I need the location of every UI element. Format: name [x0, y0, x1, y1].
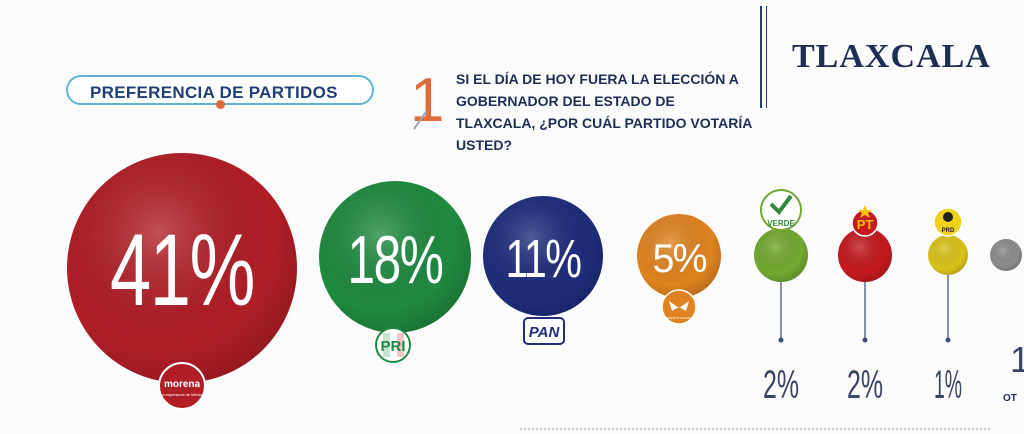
bubble-shade-pt [838, 228, 892, 282]
logo-text-pri: PRI [380, 338, 405, 355]
sun-icon [943, 212, 953, 222]
check-icon [769, 194, 793, 216]
value-label-verde: 2% [763, 363, 799, 407]
pri-logo-icon [375, 327, 411, 363]
value-label-prd: 1% [934, 363, 962, 407]
section-label: PREFERENCIA DE PARTIDOS [90, 83, 338, 102]
bubble-shade-movimiento-ciudadano [637, 214, 721, 298]
logo-text-verde: VERDE [767, 219, 795, 228]
bubble-shade-morena [67, 153, 297, 383]
logo-text-otros: OT [1003, 393, 1017, 404]
pri-logo-red-band [397, 333, 404, 357]
footer-dotted-rule [520, 428, 990, 432]
value-label-pt: 2% [847, 363, 883, 407]
morena-logo-icon [158, 362, 206, 410]
header-divider [760, 6, 762, 108]
pill-accent-dot [216, 100, 225, 109]
question-number: 1 [410, 66, 445, 135]
value-label-otros: 1 [1010, 339, 1024, 380]
state-title: TLAXCALA [792, 38, 991, 75]
logo-text-pan: PAN [529, 324, 561, 341]
value-label-movimiento-ciudadano: 5% [653, 237, 707, 281]
value-label-pri: 18% [348, 222, 443, 298]
bubble-shade-verde [754, 228, 808, 282]
eagle-icon [669, 301, 689, 311]
value-label-morena: 41% [110, 213, 254, 327]
pri-logo-green-band [383, 333, 390, 357]
bubble-shade-otros [990, 239, 1022, 271]
leader-dot-pt [862, 337, 868, 343]
star-icon [858, 205, 872, 218]
pan-logo-icon [523, 317, 565, 345]
question-text: SI EL DÍA DE HOY FUERA LA ELECCIÓN A GOB… [456, 71, 752, 153]
leader-dot-verde [778, 337, 784, 343]
logo-text-prd: PRD [942, 228, 955, 234]
logo-subtext-morena: La esperanza de México [160, 392, 204, 397]
logo-text-mc: MOVIMIENTO CIUDADANO [660, 316, 699, 320]
leader-dot-prd [945, 337, 951, 343]
value-label-pan: 11% [506, 229, 582, 289]
section-label-pill: PREFERENCIA DE PARTIDOS [66, 75, 374, 109]
bubble-shade-pri [319, 181, 471, 333]
header-divider-thin [766, 6, 767, 108]
bubble-shade-prd [928, 235, 968, 275]
logo-text-pt: PT [857, 217, 874, 232]
bubble-shade-pan [483, 196, 603, 316]
logo-text-morena: morena [164, 379, 201, 390]
